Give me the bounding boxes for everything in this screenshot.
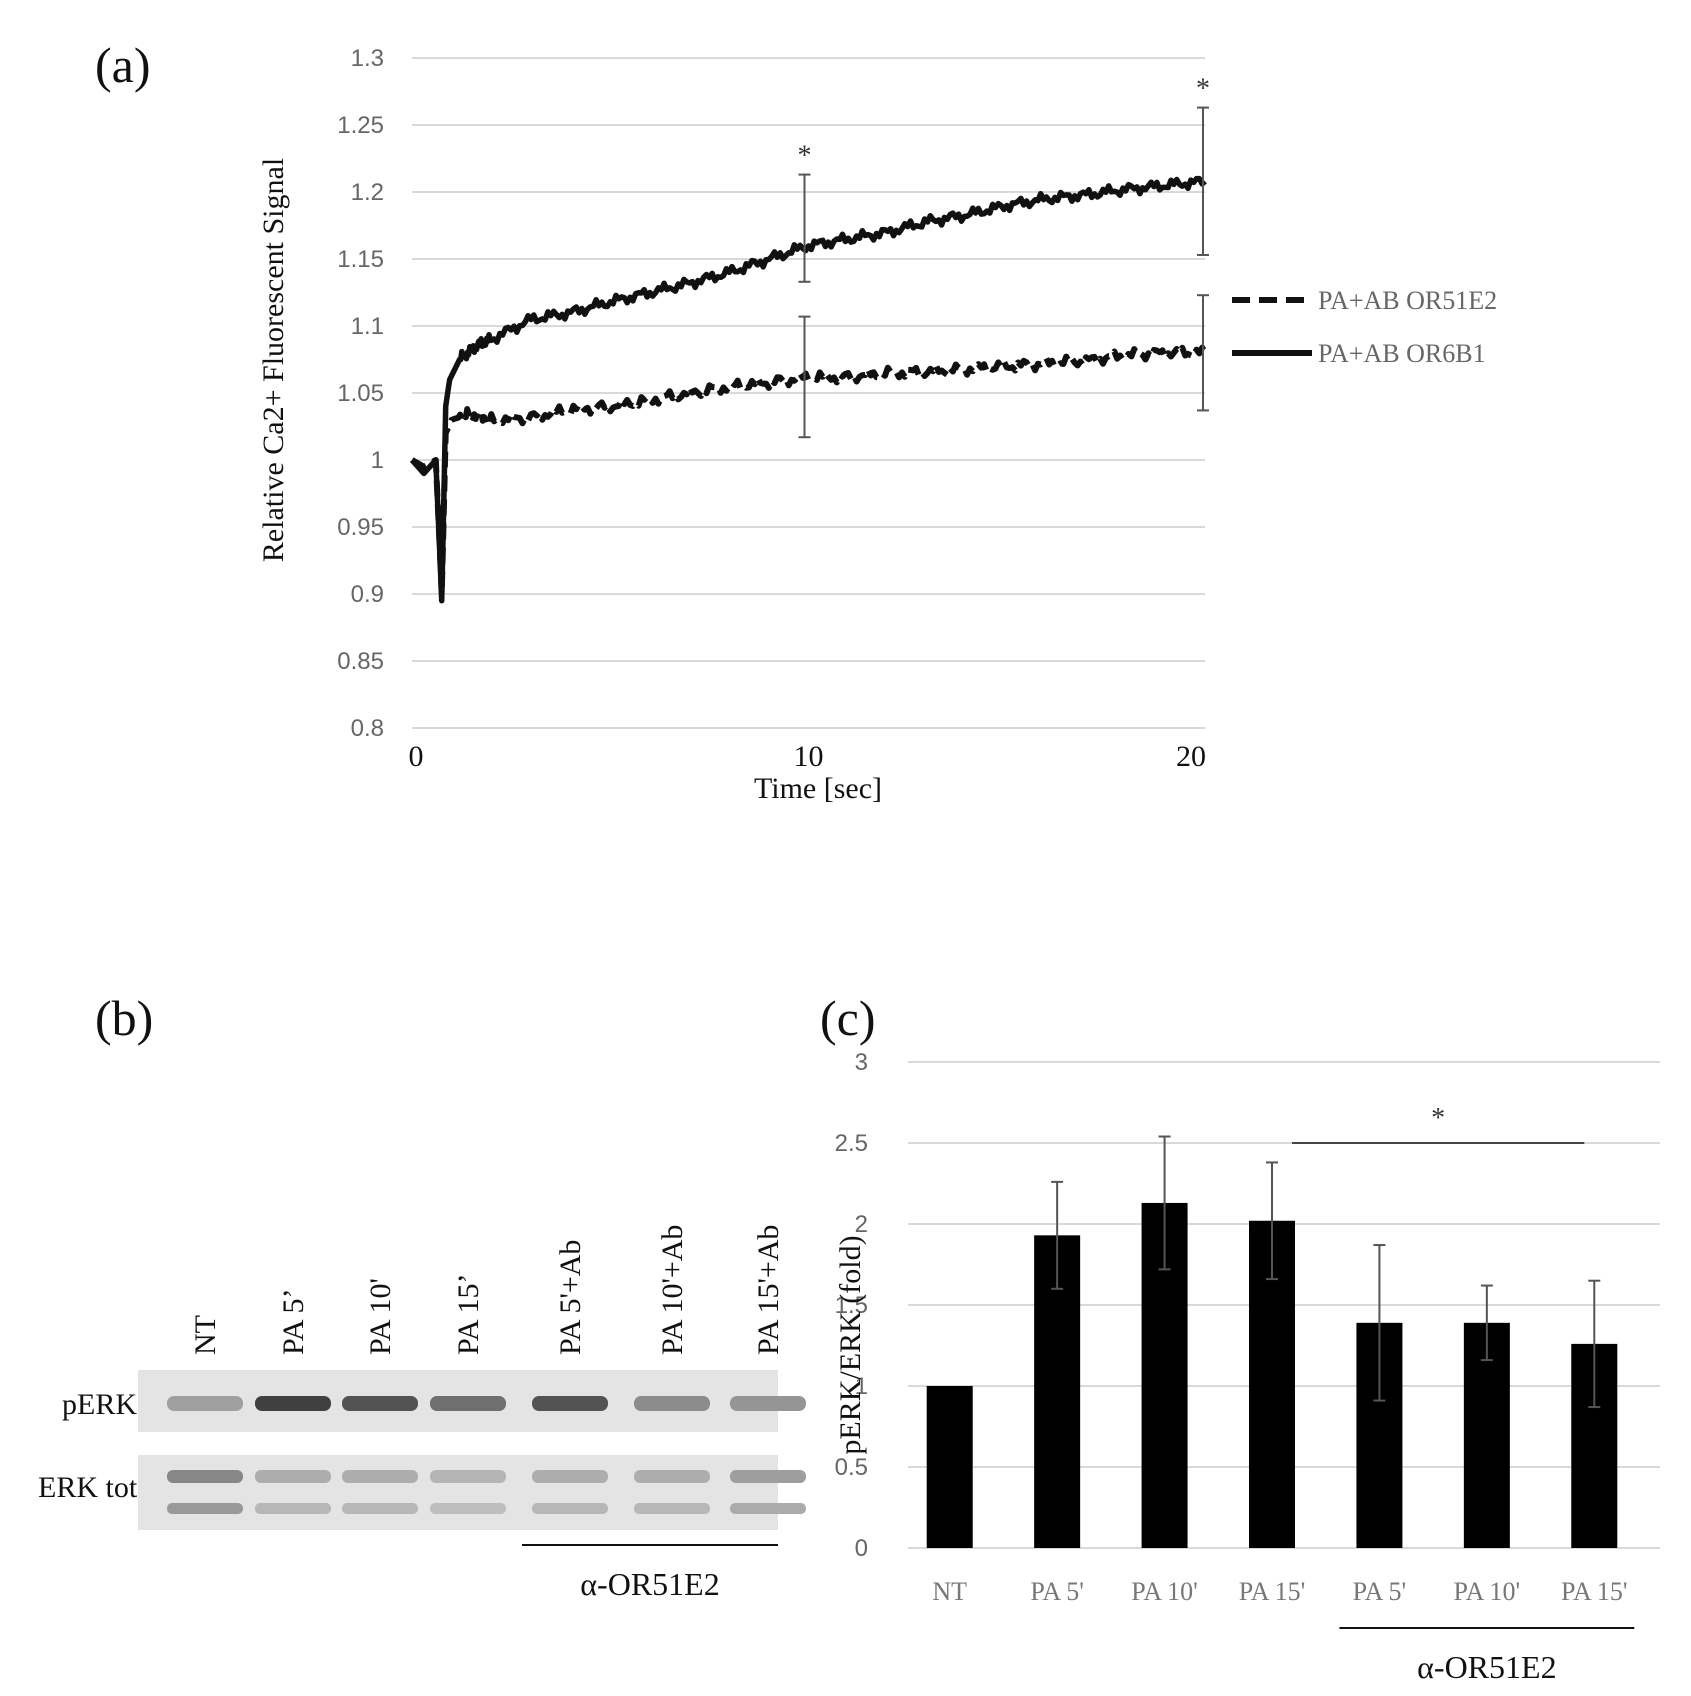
- a-series-lines: [409, 175, 1208, 604]
- c-y-tick: 0: [855, 1535, 868, 1562]
- blot-erk-band-lower: [634, 1503, 710, 1514]
- c-y-tick: 2.5: [835, 1130, 868, 1157]
- blot-erk-band-upper: [730, 1470, 806, 1483]
- a-significance-star: *: [798, 141, 812, 172]
- a-significance-star: *: [1196, 74, 1210, 105]
- blot-perk-band: [430, 1396, 506, 1411]
- blot-lane-label: PA 5’: [277, 1289, 310, 1355]
- blot-erk-strip: [138, 1455, 778, 1530]
- a-y-tick: 0.95: [337, 514, 384, 541]
- western-blot: NT PA 5’ PA 10' PA 15’ PA 5'+Ab PA 10'+Ab PA 1…: [38, 1225, 806, 1602]
- blot-erk-band-lower: [730, 1503, 806, 1514]
- blot-lane-labels: NT PA 5’ PA 10' PA 15’ PA 5'+Ab PA 10'+Ab PA 1…: [189, 1225, 785, 1355]
- panel-a-letter: (a): [95, 37, 151, 93]
- c-y-tick: 1: [855, 1373, 868, 1400]
- c-category-label: PA 5': [1030, 1577, 1084, 1606]
- c-y-tick: 0.5: [835, 1454, 868, 1481]
- c-category-label: PA 15': [1239, 1577, 1306, 1606]
- c-bar: [926, 1386, 973, 1548]
- a-y-tick: 1.15: [337, 246, 384, 273]
- blot-lane-label: PA 5'+Ab: [554, 1240, 587, 1355]
- a-error-bars: [798, 106, 1209, 439]
- blot-antibody-label: α-OR51E2: [580, 1566, 719, 1602]
- a-gridlines: [412, 57, 1205, 729]
- a-y-tick: 0.8: [351, 715, 384, 742]
- a-x-tick: 0: [409, 740, 424, 773]
- perk-bar-chart: 0 0.5 1 1.5 2 2.5 3 NT PA 5' PA 10' PA 15' PA 5' PA…: [834, 1049, 1660, 1685]
- blot-lane-label: PA 15'+Ab: [752, 1225, 785, 1355]
- c-y-tick-labels: 0 0.5 1 1.5 2 2.5 3: [835, 1049, 868, 1562]
- c-category-label: PA 10': [1454, 1577, 1521, 1606]
- c-y-axis-title: pERK/ERK (fold): [834, 1235, 867, 1454]
- blot-erk-band-lower: [255, 1503, 331, 1514]
- c-category-labels: NT PA 5' PA 10' PA 15' PA 5' PA 10' PA 15': [932, 1577, 1627, 1606]
- a-x-axis-title: Time [sec]: [754, 772, 882, 805]
- blot-erk-band-upper: [167, 1470, 243, 1483]
- c-category-label: NT: [932, 1577, 967, 1606]
- blot-lane-label: PA 10'+Ab: [656, 1225, 689, 1355]
- a-y-tick: 1: [371, 447, 384, 474]
- a-y-tick: 0.9: [351, 581, 384, 608]
- blot-erk-band-upper: [634, 1470, 710, 1483]
- c-y-tick: 2: [855, 1211, 868, 1238]
- blot-erk-band-upper: [255, 1470, 331, 1483]
- a-x-tick: 10: [794, 740, 824, 773]
- blot-perk-band: [634, 1396, 710, 1411]
- a-y-tick: 0.85: [337, 648, 384, 675]
- c-category-label: PA 15': [1561, 1577, 1628, 1606]
- a-x-tick-labels: 0 10 20: [409, 740, 1207, 773]
- a-significance-marks: **: [798, 74, 1211, 172]
- blot-row-label-perk: pERK: [62, 1388, 137, 1421]
- c-significance-star: *: [1431, 1103, 1445, 1134]
- blot-perk-band: [167, 1396, 243, 1411]
- blot-perk-band: [730, 1396, 806, 1411]
- blot-perk-band: [255, 1396, 331, 1411]
- a-legend: PA+AB OR51E2 PA+AB OR6B1: [1232, 286, 1497, 368]
- blot-erk-band-lower: [532, 1503, 608, 1514]
- c-error-bars: [1051, 1135, 1601, 1409]
- blot-erk-band-lower: [342, 1503, 418, 1514]
- blot-lane-label: NT: [189, 1315, 222, 1355]
- a-y-tick: 1.2: [351, 179, 384, 206]
- a-y-tick: 1.3: [351, 45, 384, 72]
- c-group-label: α-OR51E2: [1417, 1649, 1556, 1685]
- legend-label-or6b1: PA+AB OR6B1: [1318, 339, 1486, 368]
- blot-lane-label: PA 15’: [452, 1274, 485, 1355]
- blot-erk-band-upper: [430, 1470, 506, 1483]
- a-y-axis-title: Relative Ca2+ Fluorescent Signal: [257, 158, 290, 562]
- a-x-tick: 20: [1176, 740, 1206, 773]
- blot-perk-band: [342, 1396, 418, 1411]
- c-y-tick: 3: [855, 1049, 868, 1076]
- a-y-tick-labels: 0.8 0.85 0.9 0.95 1 1.05 1.1 1.15 1.2 1.25 1.3: [337, 45, 384, 742]
- legend-label-or51e2: PA+AB OR51E2: [1318, 286, 1497, 315]
- a-series-or51e2: [410, 344, 1208, 597]
- blot-erk-band-upper: [532, 1470, 608, 1483]
- blot-lane-label: PA 10': [364, 1278, 397, 1355]
- blot-erk-band-upper: [342, 1470, 418, 1483]
- c-y-tick: 1.5: [835, 1292, 868, 1319]
- c-category-label: PA 5': [1353, 1577, 1407, 1606]
- blot-erk-band-lower: [167, 1503, 243, 1514]
- blot-row-label-erk: ERK tot: [38, 1471, 138, 1504]
- a-y-tick: 1.05: [337, 380, 384, 407]
- a-series-or6b1: [409, 175, 1207, 604]
- blot-bands: [167, 1396, 806, 1514]
- calcium-line-chart: 0.8 0.85 0.9 0.95 1 1.05 1.1 1.15 1.2 1.25 1.3 0 10…: [257, 45, 1497, 805]
- panel-b-letter: (b): [95, 990, 153, 1046]
- a-y-tick: 1.25: [337, 112, 384, 139]
- panel-c-letter: (c): [820, 990, 876, 1046]
- a-y-tick: 1.1: [351, 313, 384, 340]
- c-category-label: PA 10': [1131, 1577, 1198, 1606]
- blot-erk-band-lower: [430, 1503, 506, 1514]
- blot-perk-band: [532, 1396, 608, 1411]
